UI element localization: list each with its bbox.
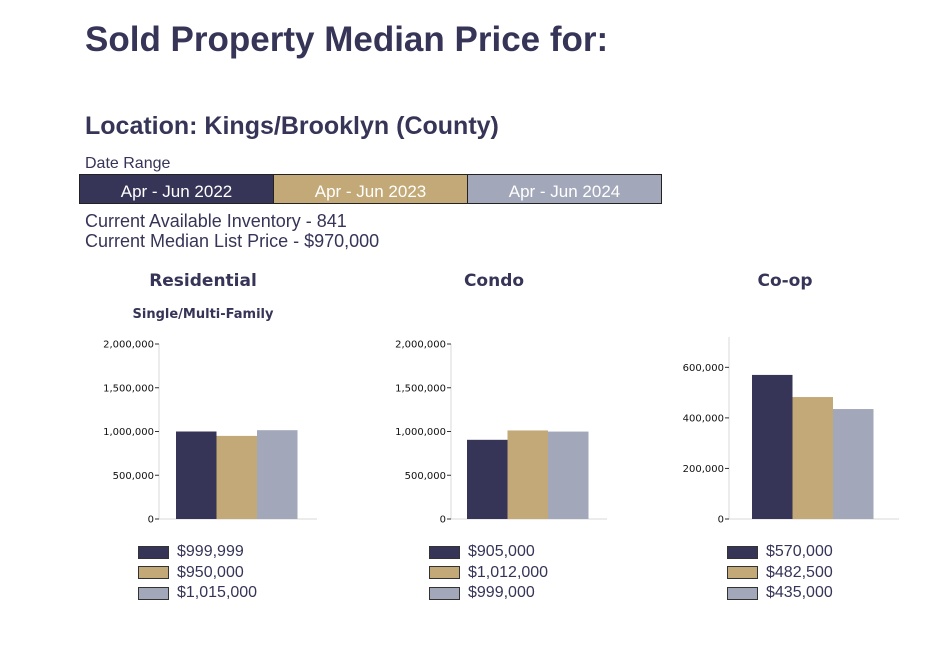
y-tick-label: 500,000 (405, 471, 446, 482)
bar-2 (216, 435, 257, 519)
legend-label: $1,012,000 (468, 563, 549, 581)
bar-2 (792, 397, 833, 519)
legend-item: $905,000 (429, 542, 548, 563)
date-range-2023: Apr - Jun 2023 (273, 175, 467, 203)
date-range-2022: Apr - Jun 2022 (80, 175, 273, 203)
legend-item: $1,015,000 (138, 583, 257, 604)
location-heading: Location: Kings/Brooklyn (County) (85, 112, 499, 140)
y-tick-label: 1,500,000 (395, 383, 446, 394)
legend-item: $1,012,000 (429, 563, 548, 584)
y-tick-label: 200,000 (683, 464, 724, 475)
bar-2 (507, 430, 548, 519)
date-range-2024: Apr - Jun 2024 (467, 175, 661, 203)
y-tick-label: 1,500,000 (103, 383, 154, 394)
bar-1 (752, 374, 793, 519)
legend-swatch (727, 586, 758, 600)
page-title: Sold Property Median Price for: (85, 20, 609, 59)
y-tick-label: 400,000 (683, 413, 724, 424)
available-inventory: Current Available Inventory - 841 (85, 211, 347, 231)
y-tick-label: 500,000 (113, 471, 154, 482)
y-tick-label: 2,000,000 (395, 340, 446, 351)
legend-item: $570,000 (727, 542, 833, 563)
date-range-bar: Apr - Jun 2022 Apr - Jun 2023 Apr - Jun … (79, 174, 662, 204)
chart-coop: 0 200,000 400,000 600,000 (683, 337, 899, 526)
legend-swatch (727, 545, 758, 559)
chart-condo: 0 500,000 1,000,000 1,500,000 2,000,000 (395, 340, 607, 526)
legend-label: $570,000 (766, 543, 833, 560)
date-range-label: Date Range (85, 155, 171, 172)
y-tick-label: 0 (718, 515, 724, 526)
legend-label: $905,000 (468, 543, 535, 560)
legend-item: $950,000 (138, 563, 257, 584)
bar-1 (176, 431, 217, 519)
legend-item: $999,000 (429, 583, 548, 604)
legend-swatch (138, 586, 169, 600)
y-tick-label: 0 (148, 515, 154, 526)
y-tick-label: 2,000,000 (103, 340, 154, 351)
y-tick-label: 600,000 (683, 363, 724, 374)
chart-title-coop: Co-op (757, 271, 813, 291)
y-tick-label: 1,000,000 (395, 427, 446, 438)
legend-label: $950,000 (177, 563, 244, 581)
chart-title-condo: Condo (463, 271, 525, 291)
legend-residential: $999,999 $950,000 $1,015,000 (138, 542, 257, 604)
legend-swatch (429, 586, 460, 600)
legend-label: $999,999 (177, 543, 244, 560)
legend-item: $482,500 (727, 563, 833, 584)
chart-subtitle-residential: Single/Multi-Family (132, 307, 274, 322)
bar-3 (548, 431, 589, 519)
median-list-price: Current Median List Price - $970,000 (85, 231, 380, 251)
inventory-info: Current Available Inventory - 841 Curren… (85, 211, 379, 251)
legend-swatch (138, 545, 169, 559)
chart-title-residential: Residential (149, 271, 257, 291)
legend-label: $1,015,000 (177, 584, 258, 601)
legend-swatch (138, 566, 169, 580)
chart-residential: 0 500,000 1,000,000 1,500,000 2,000,000 (103, 340, 317, 526)
y-tick-label: 0 (440, 515, 446, 526)
legend-item: $435,000 (727, 583, 833, 604)
bar-3 (257, 430, 298, 519)
legend-item: $999,999 (138, 542, 257, 563)
legend-condo: $905,000 $1,012,000 $999,000 (429, 542, 548, 604)
y-tick-label: 1,000,000 (103, 427, 154, 438)
legend-label: $482,500 (766, 563, 833, 581)
legend-coop: $570,000 $482,500 $435,000 (727, 542, 833, 604)
legend-swatch (429, 566, 460, 580)
bar-1 (467, 439, 508, 519)
legend-label: $999,000 (468, 584, 535, 601)
bar-3 (833, 409, 874, 519)
legend-swatch (429, 545, 460, 559)
legend-swatch (727, 566, 758, 580)
legend-label: $435,000 (766, 584, 833, 601)
